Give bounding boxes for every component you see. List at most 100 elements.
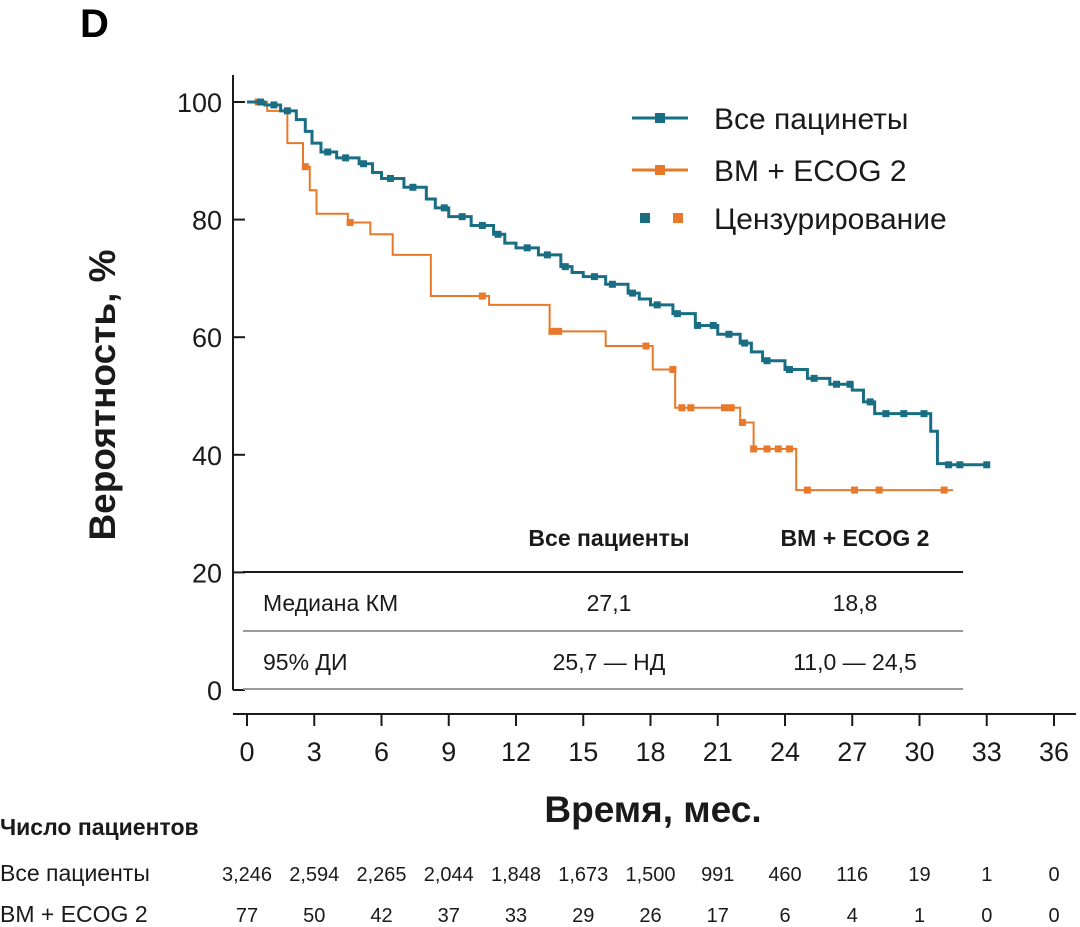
censor-mark-bm [940,486,948,494]
censor-mark-all [653,301,661,309]
censor-mark-all [283,107,291,115]
censor-mark-all [629,289,637,297]
legend-marker-bm [655,165,665,175]
censor-mark-all [709,321,717,329]
risk-values: 3,246 2,594 2,265 2,044 1,848 1,673 1,500 991 46… [222,864,1060,927]
risk-value: 17 [707,905,729,927]
summary-cell-median-all: 27,1 [587,590,632,616]
risk-value: 33 [505,905,527,927]
censor-mark-all [270,101,278,109]
censor-mark-all [478,221,486,229]
risk-value: 1,500 [625,864,675,886]
risk-value: 6 [779,905,790,927]
risk-value: 0 [1048,905,1059,927]
censor-mark-all [725,330,733,338]
x-tick-label: 33 [972,737,1002,767]
risk-table: Число пациентов Все пациенты ВМ + ECOG 2… [0,814,1060,927]
censor-mark-all [324,148,332,156]
censor-mark-bm [763,445,771,453]
censor-mark-bm [727,404,735,412]
censor-mark-bm [301,163,309,171]
risk-value: 991 [701,864,734,886]
censor-mark-bm [738,418,746,426]
censor-mark-bm [850,486,858,494]
risk-value: 2,044 [424,864,474,886]
risk-value: 1 [914,905,925,927]
censor-mark-all [561,263,569,271]
censor-mark-all [741,339,749,347]
x-tick-label: 6 [374,737,389,767]
y-tick-label: 0 [207,676,222,706]
summary-table: Все пациенты ВМ + ECOG 2 Медиана КМ 27,1… [243,525,963,690]
x-tick-label: 12 [501,737,531,767]
censor-mark-bm [555,327,563,335]
censor-mark-all [810,374,818,382]
censor-mark-all [900,410,908,418]
plot-area [247,98,991,494]
censor-mark-bm [785,445,793,453]
x-tick-label: 36 [1039,737,1069,767]
censor-mark-all [440,204,448,212]
summary-cell-median-bm: 18,8 [833,590,878,616]
risk-value: 2,265 [356,864,406,886]
legend-label-all: Все пацинеты [714,103,908,136]
x-tick-label: 30 [904,737,934,767]
y-ticks: 0 20 40 60 80 100 [177,88,245,706]
curve-all-patients [247,100,987,467]
legend-censor-teal [640,213,650,223]
y-axis-title: Вероятность, % [82,249,123,540]
risk-value: 42 [370,905,392,927]
curve-bm-ecog2 [247,101,954,492]
censor-mark-all [945,461,953,469]
censor-mark-all [256,98,264,106]
y-tick-label: 20 [192,558,222,588]
censor-mark-all [360,160,368,168]
risk-row-label-all: Все пациенты [0,860,150,886]
x-ticks: 0 3 6 9 12 15 18 21 24 27 30 33 36 [239,714,1069,767]
censor-mark-all [833,380,841,388]
x-tick-label: 24 [770,737,800,767]
censor-mark-bm [669,366,677,374]
censor-mark-bm [774,445,782,453]
x-axis-title: Время, мес. [544,789,761,830]
legend: Все пацинеты ВМ + ECOG 2 Цензурирование [632,103,947,236]
y-tick-label: 40 [192,441,222,471]
legend-marker-all [655,113,665,123]
risk-value: 460 [768,864,801,886]
summary-cell-ci-all: 25,7 — НД [553,649,666,675]
censor-mark-all [673,310,681,318]
censor-mark-all [920,410,928,418]
censor-mark-bm [803,486,811,494]
censor-mark-all [409,183,417,191]
censor-mark-all [458,213,466,221]
x-tick-label: 21 [703,737,733,767]
censor-mark-bm [346,219,354,227]
censor-mark-all [342,154,350,162]
risk-value: 116 [836,864,868,886]
summary-row-label-median: Медиана КМ [263,590,398,616]
x-tick-label: 18 [635,737,665,767]
censor-mark-all [866,398,874,406]
x-tick-label: 0 [239,737,254,767]
summary-col-header-all: Все пациенты [528,525,689,551]
risk-value: 1,848 [491,864,541,886]
panel-label: D [80,2,109,46]
censor-mark-all [590,273,598,281]
censor-mark-all [983,461,991,469]
risk-value: 26 [639,905,661,927]
x-tick-label: 9 [441,737,456,767]
y-tick-label: 60 [192,323,222,353]
censor-mark-all [846,380,854,388]
censor-mark-all [543,251,551,259]
censor-mark-all [763,357,771,365]
censor-mark-all [494,230,502,238]
censor-mark-all [882,410,890,418]
risk-value: 1,673 [558,864,608,886]
censor-mark-bm [720,404,728,412]
censor-mark-bm [750,445,758,453]
risk-value: 2,594 [289,864,339,886]
legend-censor-orange [673,213,683,223]
summary-cell-ci-bm: 11,0 — 24,5 [793,649,917,675]
risk-value: 29 [572,905,594,927]
censor-mark-bm [678,404,686,412]
